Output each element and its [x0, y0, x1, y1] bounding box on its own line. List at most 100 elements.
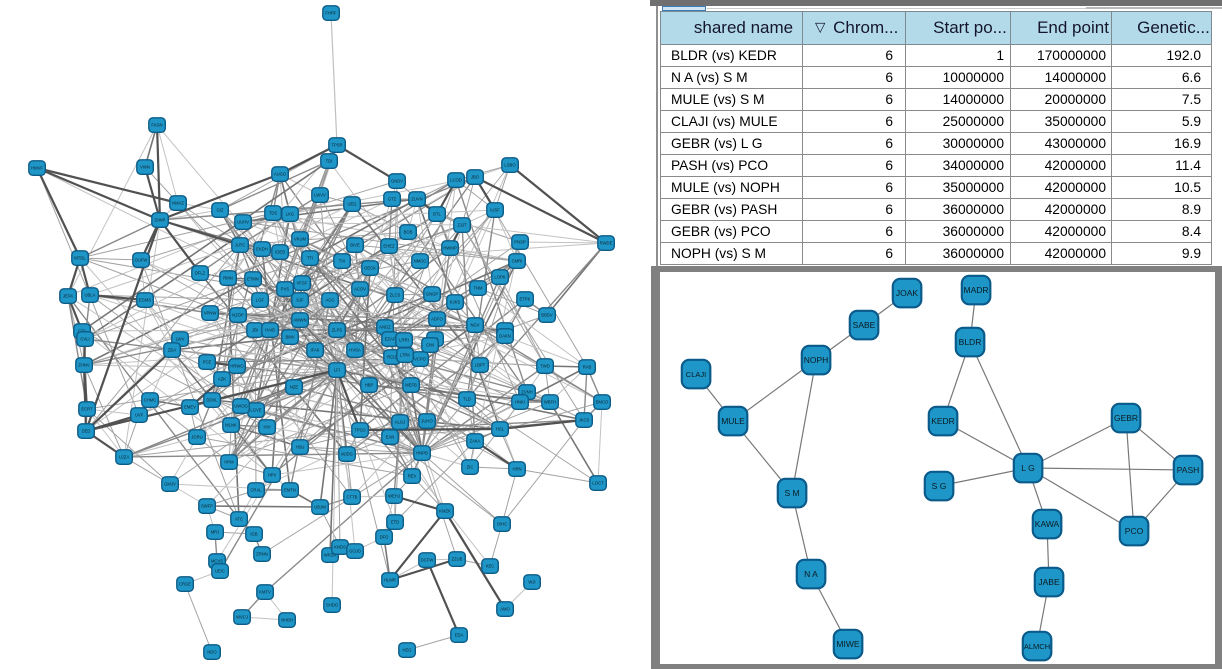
svg-text:GTZ: GTZ [388, 197, 397, 202]
svg-text:LSBO: LSBO [504, 163, 516, 168]
svg-text:LKG: LKG [286, 212, 294, 217]
svg-text:UBLA: UBLA [85, 293, 96, 298]
svg-text:TVI: TVI [339, 259, 346, 264]
svg-text:HAIB: HAIB [265, 328, 275, 333]
svg-text:UEIC: UEIC [215, 569, 225, 574]
svg-text:JBO: JBO [471, 175, 480, 180]
svg-text:MJDG: MJDG [341, 452, 353, 457]
svg-text:MCVS: MCVS [211, 559, 223, 564]
svg-text:TLD: TLD [463, 397, 471, 402]
svg-text:ZLCS: ZLCS [390, 293, 401, 298]
svg-text:MLNK: MLNK [225, 423, 237, 428]
svg-text:ZLPS: ZLPS [332, 328, 343, 333]
svg-text:KNDS: KNDS [334, 545, 346, 550]
svg-text:ACG: ACG [325, 298, 334, 303]
svg-text:LBPT: LBPT [475, 363, 486, 368]
svg-text:HEG: HEG [402, 648, 411, 653]
svg-text:UVF: UVF [135, 413, 144, 418]
svg-text:UUHV: UUHV [237, 220, 249, 225]
svg-text:LGVE: LGVE [250, 408, 261, 413]
svg-text:VCPO: VCPO [414, 357, 427, 362]
svg-text:NZE: NZE [290, 385, 299, 390]
svg-text:UBJW: UBJW [314, 505, 326, 510]
svg-text:UJZA: UJZA [119, 455, 130, 460]
svg-text:JKCS: JKCS [579, 418, 590, 423]
svg-text:CVLI: CVLI [80, 337, 89, 342]
svg-text:DIWP: DIWP [155, 218, 166, 223]
svg-text:OUFW: OUFW [135, 258, 148, 263]
svg-text:SHDO: SHDO [326, 603, 339, 608]
svg-text:HBP: HBP [365, 383, 374, 388]
svg-text:EZAF: EZAF [385, 337, 396, 342]
svg-text:LCOD: LCOD [450, 178, 462, 183]
svg-text:VWN: VWN [140, 165, 150, 170]
svg-text:ZRNN: ZRNN [256, 552, 268, 557]
svg-text:ALGJ: ALGJ [395, 420, 405, 425]
svg-text:BMV: BMV [285, 335, 294, 340]
svg-text:NMAZ: NMAZ [172, 201, 184, 206]
svg-text:EDA: EDA [455, 633, 464, 638]
svg-text:NHBH: NHBH [281, 618, 293, 623]
svg-text:GNDV: GNDV [391, 179, 403, 184]
svg-text:MULE: MULE [721, 416, 745, 426]
svg-text:ZAKA: ZAKA [470, 439, 481, 444]
svg-text:EAN: EAN [386, 435, 395, 440]
svg-text:LOPK: LOPK [494, 275, 505, 280]
svg-text:NOPH: NOPH [804, 355, 829, 365]
svg-text:ZVNH: ZVNH [521, 390, 532, 395]
svg-text:DAKN: DAKN [499, 334, 511, 339]
svg-text:EGMS: EGMS [139, 298, 152, 303]
svg-text:MADR: MADR [963, 285, 988, 295]
svg-text:WFDA: WFDA [324, 553, 337, 558]
svg-text:HWMP: HWMP [443, 246, 456, 251]
svg-text:TPGS: TPGS [354, 428, 366, 433]
svg-text:PNSP: PNSP [514, 240, 526, 245]
svg-text:LWVV: LWVV [314, 193, 326, 198]
svg-text:NZOP: NZOP [232, 313, 244, 318]
svg-text:DCFW: DCFW [421, 558, 434, 563]
svg-text:ZDA: ZDA [168, 348, 177, 353]
svg-text:MEFB: MEFB [405, 383, 417, 388]
svg-text:FKSN: FKSN [151, 123, 162, 128]
svg-text:IOEB: IOEB [275, 250, 285, 255]
svg-text:ZHNV: ZHNV [78, 363, 90, 368]
svg-text:CLAJI: CLAJI [686, 370, 706, 379]
svg-text:KEDR: KEDR [931, 416, 955, 426]
svg-text:HRN: HRN [512, 467, 521, 472]
svg-text:TTI: TTI [307, 256, 313, 261]
svg-text:SABE: SABE [853, 320, 876, 330]
svg-text:UWOG: UWOG [234, 404, 248, 409]
svg-text:AUGO: AUGO [274, 172, 287, 177]
svg-text:WJI: WJI [528, 580, 535, 585]
svg-text:JABE: JABE [1038, 577, 1060, 587]
svg-text:SJF: SJF [296, 298, 304, 303]
svg-text:MTDL: MTDL [74, 256, 86, 261]
svg-text:KJKS: KJKS [450, 300, 461, 305]
svg-text:HVSA: HVSA [349, 348, 361, 353]
svg-text:BTL: BTL [433, 212, 441, 217]
svg-text:NGV: NGV [470, 323, 479, 328]
svg-text:RWDE: RWDE [600, 241, 613, 246]
svg-text:KEC: KEC [486, 564, 495, 569]
svg-text:BBDV: BBDV [541, 313, 553, 318]
svg-text:HLMR: HLMR [384, 578, 396, 583]
svg-text:DFLZ: DFLZ [195, 271, 206, 276]
svg-text:LFI: LFI [334, 368, 340, 373]
svg-text:REV: REV [408, 474, 417, 479]
svg-text:HSL: HSL [496, 427, 505, 432]
svg-text:CIM: CIM [426, 343, 434, 348]
svg-text:EKDH: EKDH [256, 247, 268, 252]
svg-text:FHRF: FHRF [325, 11, 337, 16]
svg-text:DED: DED [82, 429, 91, 434]
svg-text:IFAK: IFAK [310, 348, 319, 353]
svg-text:HNPB: HNPB [416, 451, 428, 456]
svg-text:RMN: RMN [223, 276, 233, 281]
svg-text:CTTB: CTTB [347, 495, 358, 500]
svg-text:VKUM: VKUM [294, 237, 307, 242]
svg-text:BIVE: BIVE [350, 243, 360, 248]
svg-text:PVS: PVS [281, 287, 290, 292]
svg-text:GMJV: GMJV [164, 482, 176, 487]
svg-text:LGF: LGF [256, 298, 265, 303]
svg-text:JOAK: JOAK [896, 288, 919, 298]
svg-text:PCE: PCE [203, 360, 212, 365]
